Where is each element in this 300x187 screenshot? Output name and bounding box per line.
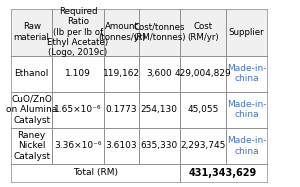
Bar: [104, 56, 139, 92]
Text: Made-in-
china: Made-in- china: [226, 64, 266, 83]
Text: Ethanol: Ethanol: [14, 69, 49, 78]
Text: 1.109: 1.109: [65, 69, 91, 78]
Text: 3.36×10⁻⁶: 3.36×10⁻⁶: [54, 141, 102, 150]
Text: 119,162: 119,162: [103, 69, 140, 78]
Bar: [104, 9, 139, 56]
Bar: [180, 128, 226, 164]
Bar: [52, 92, 104, 128]
Text: Cost
(RM/yr): Cost (RM/yr): [187, 22, 219, 42]
Text: 635,330: 635,330: [141, 141, 178, 150]
Text: Amount
(tonnes/yr): Amount (tonnes/yr): [98, 22, 146, 42]
Text: 431,343,629: 431,343,629: [189, 168, 257, 178]
Text: Required
Ratio
(lb per lb of
Ethyl Acetate)
(Logo, 2019c): Required Ratio (lb per lb of Ethyl Aceta…: [47, 7, 109, 57]
Bar: [180, 56, 226, 92]
Text: Raney
Nickel
Catalyst: Raney Nickel Catalyst: [13, 131, 50, 161]
Bar: [180, 92, 226, 128]
Text: 3,600: 3,600: [146, 69, 172, 78]
Bar: [52, 128, 104, 164]
Bar: [226, 92, 267, 128]
Bar: [180, 164, 267, 182]
Text: CuO/ZnO
on Alumina
Catalyst: CuO/ZnO on Alumina Catalyst: [6, 95, 57, 125]
Bar: [11, 128, 52, 164]
Text: Cost/tonnes
(RM/tonnes): Cost/tonnes (RM/tonnes): [133, 22, 186, 42]
Text: 429,004,829: 429,004,829: [175, 69, 231, 78]
Text: Raw
material: Raw material: [14, 22, 50, 42]
Bar: [104, 128, 139, 164]
Text: 3.6103: 3.6103: [106, 141, 137, 150]
Bar: [226, 9, 267, 56]
Bar: [52, 56, 104, 92]
Bar: [11, 164, 180, 182]
Text: Made-in-
china: Made-in- china: [226, 136, 266, 156]
Text: Total (RM): Total (RM): [73, 168, 118, 177]
Bar: [139, 92, 180, 128]
Bar: [139, 128, 180, 164]
Bar: [11, 92, 52, 128]
Text: Made-in-
china: Made-in- china: [226, 100, 266, 119]
Bar: [52, 9, 104, 56]
Bar: [139, 56, 180, 92]
Text: 2,293,745: 2,293,745: [180, 141, 226, 150]
Text: 0.1773: 0.1773: [106, 105, 137, 114]
Bar: [180, 9, 226, 56]
Bar: [226, 56, 267, 92]
Bar: [226, 128, 267, 164]
Text: Supplier: Supplier: [229, 28, 264, 37]
Text: 45,055: 45,055: [187, 105, 218, 114]
Bar: [104, 92, 139, 128]
Text: 1.65×10⁻⁶: 1.65×10⁻⁶: [54, 105, 102, 114]
Bar: [11, 56, 52, 92]
Bar: [11, 9, 52, 56]
Text: 254,130: 254,130: [141, 105, 178, 114]
Bar: [139, 9, 180, 56]
